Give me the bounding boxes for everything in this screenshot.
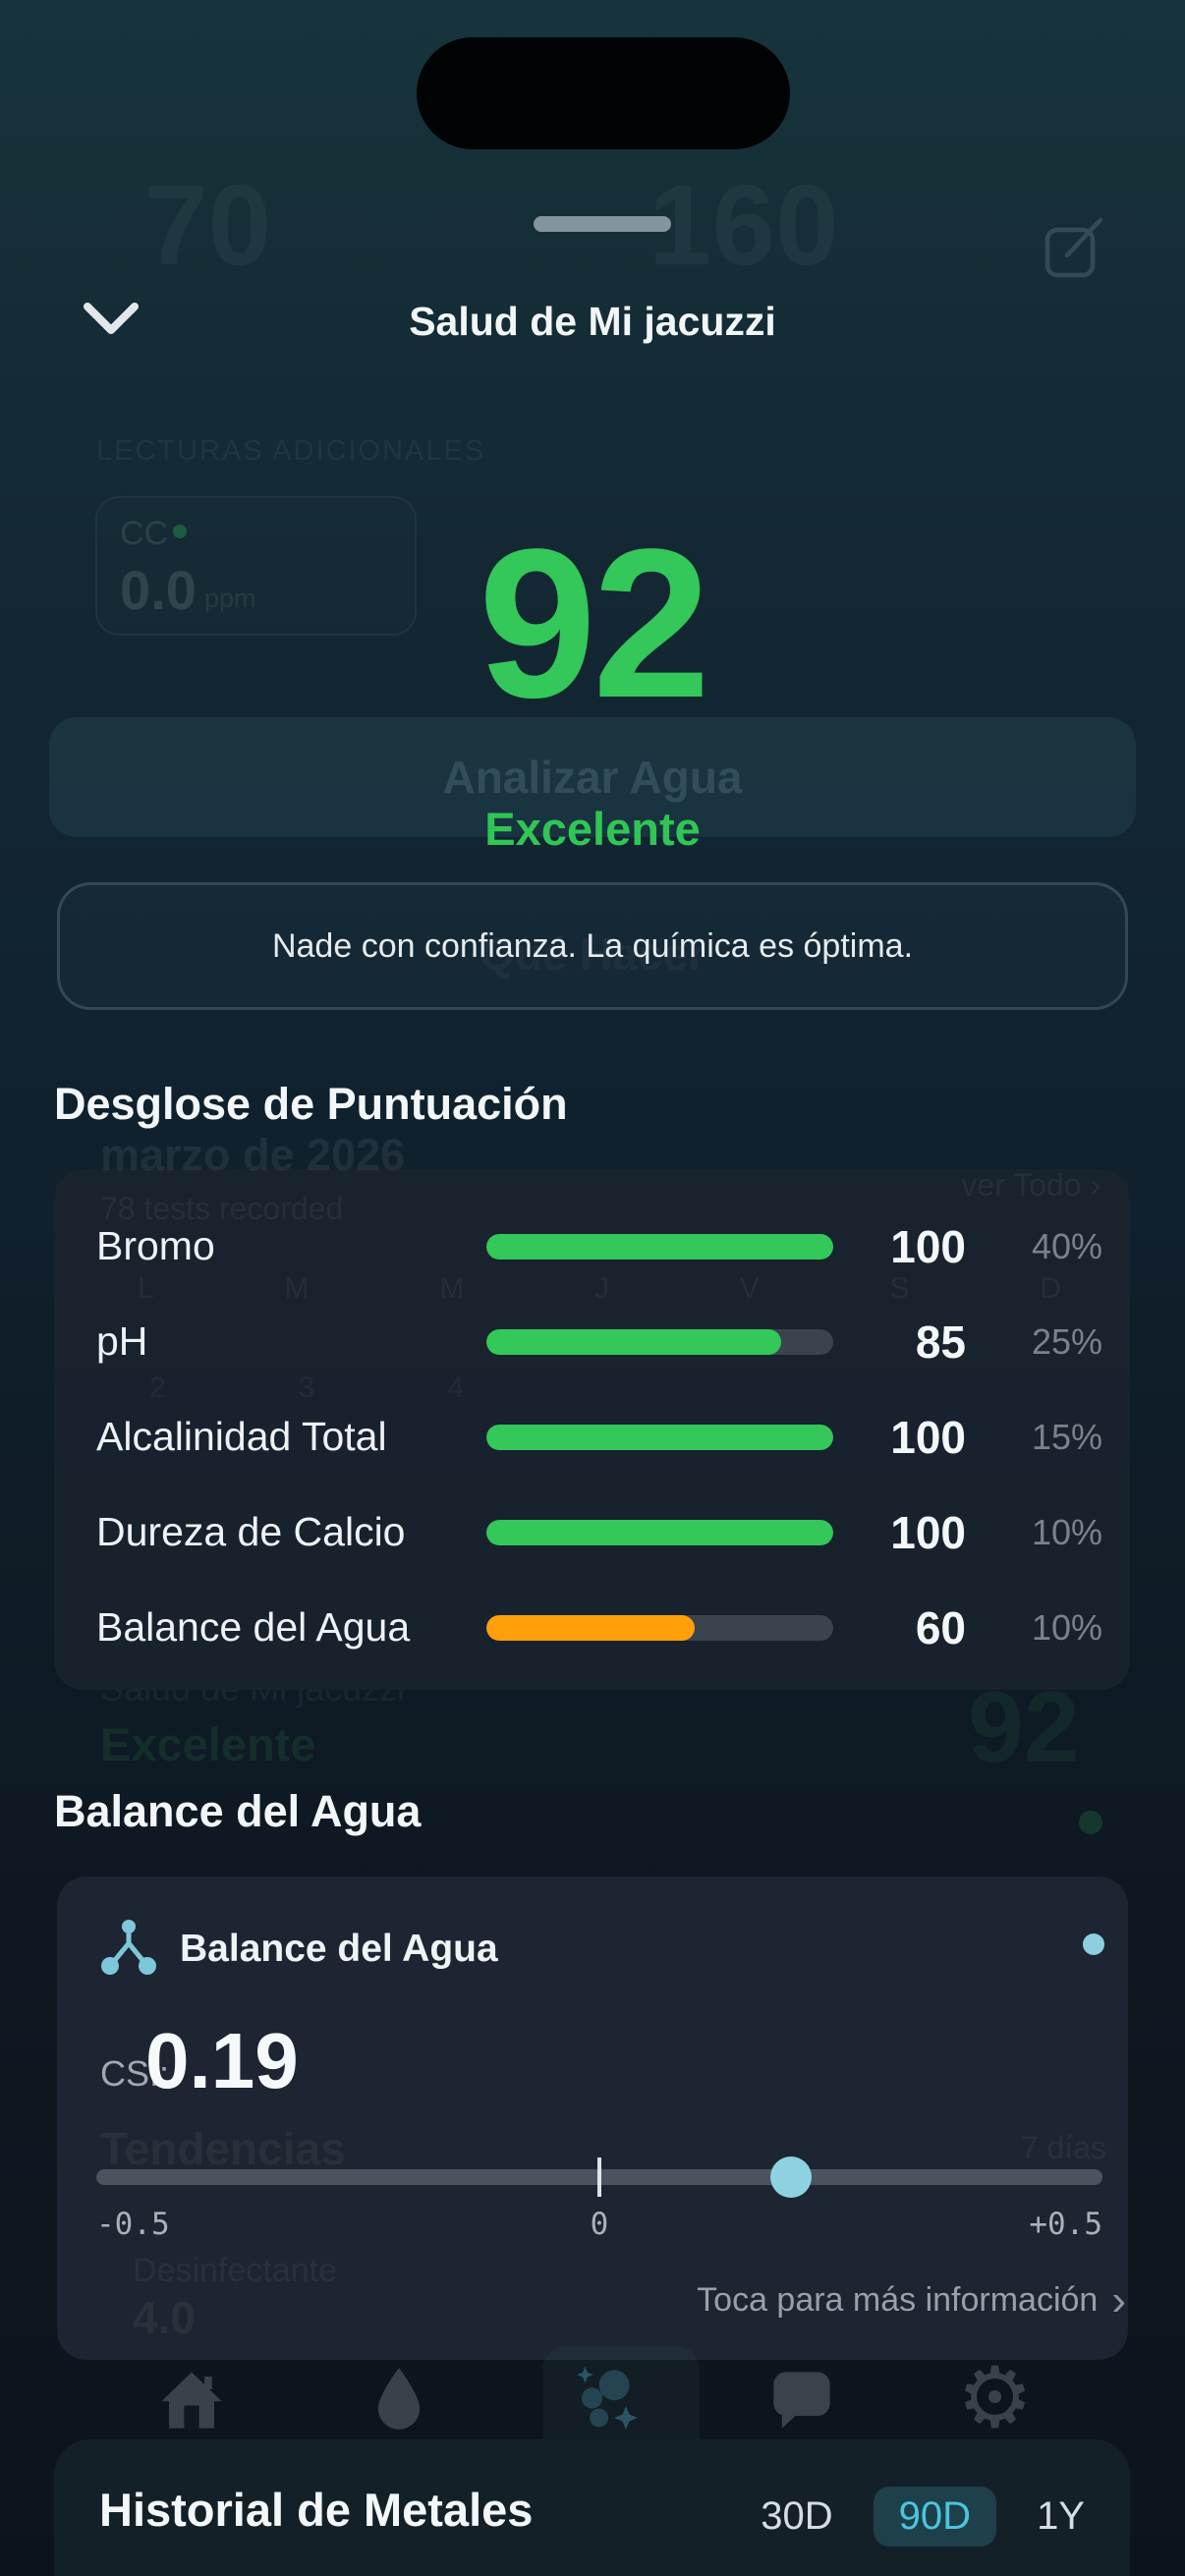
settings-tab-icon: ⚙ (957, 2351, 1034, 2445)
scale-max-label: +0.5 (1029, 2207, 1102, 2242)
row-score: 85 (915, 1316, 966, 1368)
row-label: pH (96, 1318, 148, 1364)
metals-history-title: Historial de Metales (99, 2484, 534, 2536)
time-range-selector: 30D 90D 1Y (757, 2487, 1089, 2547)
collapse-chevron-icon[interactable] (83, 301, 140, 338)
advice-text: Nade con confianza. La química es óptima… (271, 926, 914, 965)
edit-icon (1044, 217, 1103, 278)
droplet-tab-icon (377, 2368, 421, 2430)
bubbles-tab-icon (577, 2366, 638, 2430)
row-label: Balance del Agua (96, 1604, 411, 1650)
breakdown-rows: Bromo 100 40% pH 85 25% Alcalinidad Tota… (54, 1169, 1130, 1675)
row-weight: 10% (1031, 1606, 1102, 1648)
row-bar-track (486, 1614, 833, 1641)
metals-history-sheet: Historial de Metales 30D 90D 1Y (54, 2439, 1130, 2576)
breakdown-section-title: Desglose de Puntuación (54, 1079, 568, 1129)
range-1y-button[interactable]: 1Y (1037, 2494, 1085, 2538)
csi-slider-track (96, 2156, 1102, 2198)
balance-card-title: Balance del Agua (180, 1928, 498, 1970)
row-bar-track (486, 1233, 833, 1260)
breakdown-row: pH 85 25% (54, 1294, 1130, 1389)
molecule-icon (101, 1920, 156, 1975)
row-bar-fill (486, 1614, 695, 1641)
range-30d-button[interactable]: 30D (761, 2494, 833, 2538)
breakdown-row: Alcalinidad Total 100 15% (54, 1389, 1130, 1484)
more-info-text: Toca para más información (697, 2281, 1099, 2319)
chevron-right-icon: › (1111, 2275, 1126, 2324)
row-weight: 25% (1031, 1320, 1102, 1362)
row-label: Dureza de Calcio (96, 1509, 406, 1554)
row-bar-track (486, 1519, 833, 1545)
more-info-link[interactable]: Toca para más información › (697, 2275, 1126, 2324)
row-bar-track (486, 1328, 833, 1355)
ghost-section-lecturas: LECTURAS ADICIONALES (96, 435, 486, 467)
csi-slider-thumb[interactable] (769, 2156, 812, 2198)
ghost-excelente: Excelente (100, 1718, 316, 1770)
sheet-grab-handle[interactable] (534, 216, 671, 232)
sheet-title: Salud de Mi jacuzzi (409, 299, 776, 344)
row-label: Bromo (96, 1223, 215, 1268)
advice-pill: Nade con confianza. La química es óptima… (57, 882, 1128, 1010)
breakdown-row: Dureza de Calcio 100 10% (54, 1484, 1130, 1580)
health-score-value: 92 (478, 504, 710, 742)
row-bar-track (486, 1424, 833, 1450)
home-tab-icon (161, 2372, 222, 2429)
csi-slider-zero-tick (597, 2157, 601, 2197)
dynamic-island (417, 37, 790, 149)
scale-mid-label: 0 (590, 2207, 609, 2242)
scale-min-label: -0.5 (96, 2207, 170, 2242)
csi-slider-scale: -0.5 0 +0.5 (96, 2207, 1102, 2242)
row-score: 60 (915, 1601, 966, 1653)
row-weight: 10% (1031, 1511, 1102, 1552)
row-score: 100 (890, 1506, 966, 1558)
ghost-left-reading: 70 (144, 161, 272, 289)
row-weight: 15% (1031, 1416, 1102, 1457)
ghost-green-dot (1079, 1811, 1102, 1834)
row-bar-fill (486, 1328, 782, 1355)
row-score: 100 (890, 1411, 966, 1463)
row-label: Alcalinidad Total (96, 1414, 387, 1459)
row-score: 100 (890, 1220, 966, 1272)
breakdown-row: Balance del Agua 60 10% (54, 1580, 1130, 1675)
water-balance-card (57, 1876, 1128, 2360)
range-90d-button[interactable]: 90D (873, 2487, 997, 2547)
chat-tab-icon (773, 2372, 830, 2429)
row-bar-fill (486, 1233, 833, 1260)
ghost-right-reading: 160 (649, 161, 839, 289)
breakdown-row: Bromo 100 40% (54, 1199, 1130, 1294)
balance-status-dot (1083, 1933, 1104, 1955)
csi-label: CSI: (100, 2053, 170, 2094)
csi-value: 0.19 (145, 2017, 299, 2104)
row-weight: 40% (1031, 1225, 1102, 1266)
health-score-status: Excelente (484, 803, 701, 855)
row-bar-fill (486, 1519, 833, 1545)
balance-section-title: Balance del Agua (54, 1786, 422, 1836)
row-bar-fill (486, 1424, 833, 1450)
